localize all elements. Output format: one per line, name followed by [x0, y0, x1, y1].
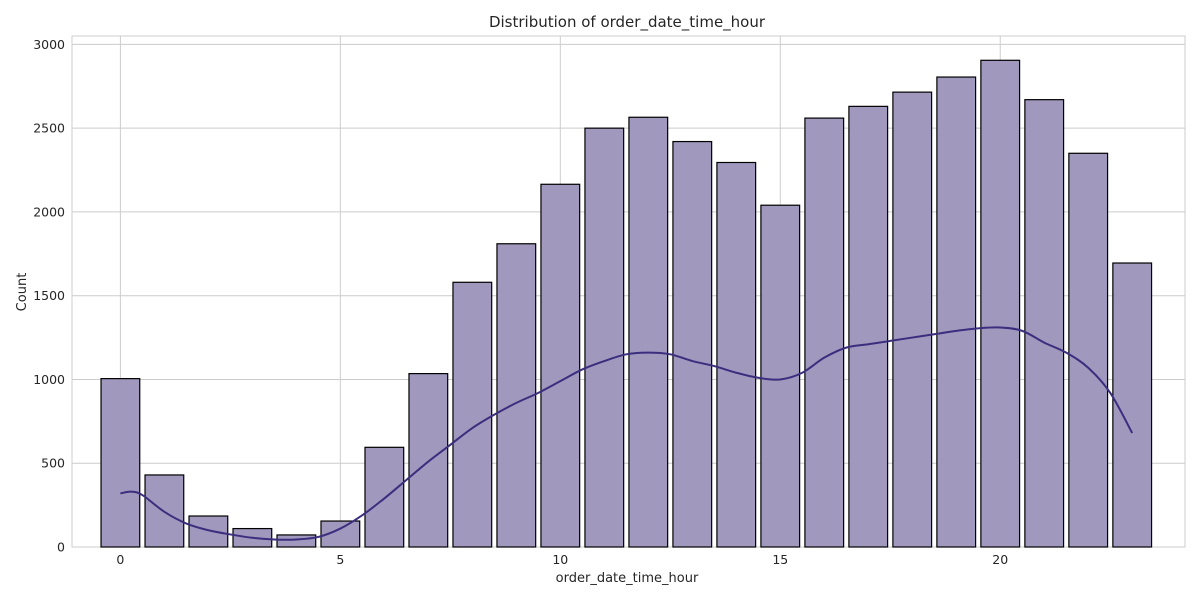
- y-tick-label: 3000: [33, 37, 65, 52]
- histogram-bar: [584, 127, 625, 548]
- x-tick-label: 0: [116, 552, 124, 567]
- histogram-bar: [980, 59, 1021, 548]
- histogram-bar: [672, 140, 713, 548]
- y-tick-label: 0: [57, 540, 65, 555]
- histogram-bar: [1024, 99, 1065, 548]
- y-tick-labels: 0 500 1000 1500 2000 2500 3000: [33, 37, 65, 555]
- histogram-bar: [100, 378, 141, 548]
- x-axis-label: order_date_time_hour: [556, 571, 699, 586]
- histogram-bar: [320, 520, 361, 548]
- x-tick-label: 15: [772, 552, 788, 567]
- x-tick-label: 10: [552, 552, 568, 567]
- histogram-bar: [188, 515, 229, 548]
- y-tick-label: 2000: [33, 204, 65, 219]
- y-tick-label: 2500: [33, 121, 65, 136]
- histogram-bar: [540, 183, 581, 548]
- histogram-bar: [936, 76, 977, 548]
- y-tick-label: 500: [41, 456, 65, 471]
- y-tick-label: 1000: [33, 372, 65, 387]
- histogram-bar: [1112, 262, 1153, 548]
- histogram-bar: [276, 534, 317, 548]
- y-axis-label: Count: [15, 273, 30, 312]
- histogram-bar: [628, 116, 669, 548]
- histogram-bar: [892, 91, 933, 548]
- histogram-bar: [716, 161, 757, 548]
- kde-curve: [120, 326, 1134, 541]
- histogram-bar: [144, 474, 185, 548]
- histogram-bar: [496, 243, 537, 548]
- x-tick-label: 5: [336, 552, 344, 567]
- histogram-bar: [452, 281, 493, 548]
- histogram-bars: [100, 59, 1153, 548]
- histogram-bar: [848, 105, 889, 548]
- histogram-bar: [804, 117, 845, 548]
- chart-title: Distribution of order_date_time_hour: [489, 13, 766, 32]
- histogram-bar: [1068, 152, 1109, 548]
- x-tick-labels: 0 5 10 15 20: [116, 552, 1008, 567]
- x-tick-label: 20: [992, 552, 1008, 567]
- y-tick-label: 1500: [33, 288, 65, 303]
